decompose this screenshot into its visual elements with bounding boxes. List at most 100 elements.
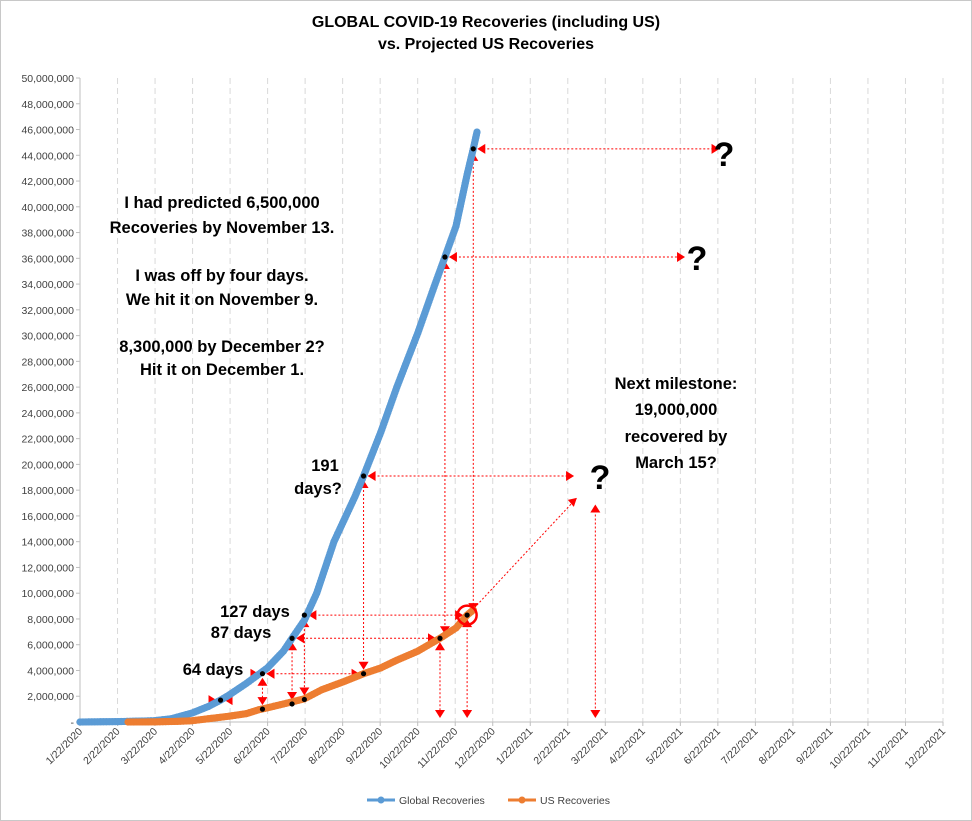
us-milestone-dot (301, 696, 307, 703)
us-milestone-dot (464, 612, 470, 618)
y-axis-ticks: - 2,000,000 4,000,000 6,000,000 8,000,000 10,… (21, 73, 80, 729)
grid-lines (117, 78, 944, 722)
y-tick-label: 42,000,000 (21, 176, 74, 188)
y-tick-label: 26,000,000 (21, 382, 74, 394)
us-milestone-dot (289, 701, 295, 707)
y-tick-label: 38,000,000 (21, 228, 74, 240)
x-tick-label: 6/22/2021 (681, 726, 723, 768)
arrow-head (299, 687, 310, 696)
y-tick-label: - (71, 717, 75, 729)
note-dec-2: Hit it on December 1. (140, 361, 304, 379)
note-127-days: 127 days (220, 603, 290, 621)
x-tick-label: 6/22/2020 (231, 726, 273, 768)
arrow-head (711, 143, 720, 154)
arrow-head (434, 642, 445, 651)
y-tick-label: 20,000,000 (21, 459, 74, 471)
y-tick-label: 32,000,000 (21, 305, 74, 317)
x-tick-label: 8/22/2020 (306, 726, 348, 768)
note-next-4: March 15? (635, 454, 717, 472)
global-milestone-dot (289, 635, 295, 641)
y-tick-label: 28,000,000 (21, 356, 74, 368)
note-off-1: I was off by four days. (135, 267, 308, 285)
global-milestone-dot (442, 254, 448, 260)
note-next-3: recovered by (625, 428, 729, 446)
x-tick-label: 2/22/2021 (531, 726, 573, 768)
arrow-head (566, 470, 575, 481)
legend-us-label: US Recoveries (540, 795, 610, 807)
annotations: I had predicted 6,500,000 Recoveries by … (110, 136, 738, 679)
arrow-head (677, 252, 686, 263)
note-87-days: 87 days (211, 624, 272, 642)
milestone-points (217, 146, 478, 712)
y-tick-label: 8,000,000 (27, 614, 74, 626)
y-tick-label: 6,000,000 (27, 640, 74, 652)
x-tick-label: 3/22/2020 (119, 726, 161, 768)
legend-global-label: Global Recoveries (399, 795, 485, 807)
y-tick-label: 14,000,000 (21, 537, 74, 549)
arrow-head (462, 710, 473, 718)
arrow-head (477, 143, 486, 154)
arrow-head (439, 626, 450, 635)
chart-title: GLOBAL COVID-19 Recoveries (including US… (311, 14, 661, 31)
question-mark-19m: ? (590, 459, 611, 497)
x-tick-label: 7/22/2020 (269, 726, 311, 768)
x-tick-label: 12/22/2020 (452, 726, 498, 772)
axes (79, 78, 943, 723)
global-milestone-dot (259, 671, 266, 677)
global-milestone-dot (470, 146, 476, 152)
arrow-head (257, 677, 268, 686)
note-prediction-2: Recoveries by November 13. (110, 219, 335, 237)
y-tick-label: 22,000,000 (21, 434, 74, 446)
arrow-head (308, 610, 317, 621)
x-tick-label: 1/22/2021 (494, 726, 536, 768)
note-191-days: days? (294, 480, 342, 498)
arrow-head (590, 504, 601, 513)
y-tick-label: 16,000,000 (21, 511, 74, 523)
highlight-circle (456, 604, 478, 626)
note-off-2: We hit it on November 9. (126, 291, 318, 309)
chart-subtitle: vs. Projected US Recoveries (377, 36, 595, 53)
global-milestone-dot (301, 612, 307, 618)
note-next-2: 19,000,000 (635, 401, 718, 419)
x-tick-label: 12/22/2021 (902, 726, 948, 772)
y-tick-label: 36,000,000 (21, 253, 74, 265)
note-191: 191 (311, 457, 339, 475)
us-milestone-dot (259, 706, 266, 712)
arrow-head (434, 710, 445, 718)
arrow-head (287, 691, 298, 700)
y-tick-label: 34,000,000 (21, 279, 74, 291)
note-64-days: 64 days (183, 661, 244, 679)
global-milestone-dot (217, 697, 224, 703)
y-tick-label: 4,000,000 (27, 665, 74, 677)
question-mark-44m: ? (714, 136, 735, 174)
us-milestone-dot (360, 671, 367, 677)
arrow-line (473, 497, 578, 609)
arrow-head (296, 633, 305, 644)
x-tick-label: 3/22/2021 (569, 726, 611, 768)
y-tick-label: 30,000,000 (21, 331, 74, 343)
note-prediction-1: I had predicted 6,500,000 (124, 194, 319, 212)
global-recoveries-point (473, 128, 481, 136)
arrow-head (358, 661, 369, 670)
global-milestone-dot (360, 473, 367, 479)
y-tick-label: 50,000,000 (21, 73, 74, 85)
x-tick-label: 4/22/2021 (606, 726, 648, 768)
y-tick-label: 10,000,000 (21, 588, 74, 600)
y-tick-label: 44,000,000 (21, 150, 74, 162)
x-tick-label: 7/22/2021 (719, 726, 761, 768)
x-tick-label: 5/22/2021 (644, 726, 686, 768)
arrow-head (448, 252, 457, 263)
x-tick-label: 5/22/2020 (194, 726, 236, 768)
arrow-head (590, 710, 601, 718)
arrow-head (367, 470, 376, 481)
y-tick-label: 18,000,000 (21, 485, 74, 497)
y-tick-label: 40,000,000 (21, 202, 74, 214)
note-dec-1: 8,300,000 by December 2? (119, 338, 324, 356)
arrow-head (266, 668, 275, 679)
x-tick-label: 4/22/2020 (156, 726, 198, 768)
arrow-head (257, 697, 268, 706)
legend: Global Recoveries US Recoveries (367, 795, 610, 807)
question-mark-36m: ? (687, 240, 708, 278)
x-tick-label: 1/22/2020 (44, 726, 86, 768)
